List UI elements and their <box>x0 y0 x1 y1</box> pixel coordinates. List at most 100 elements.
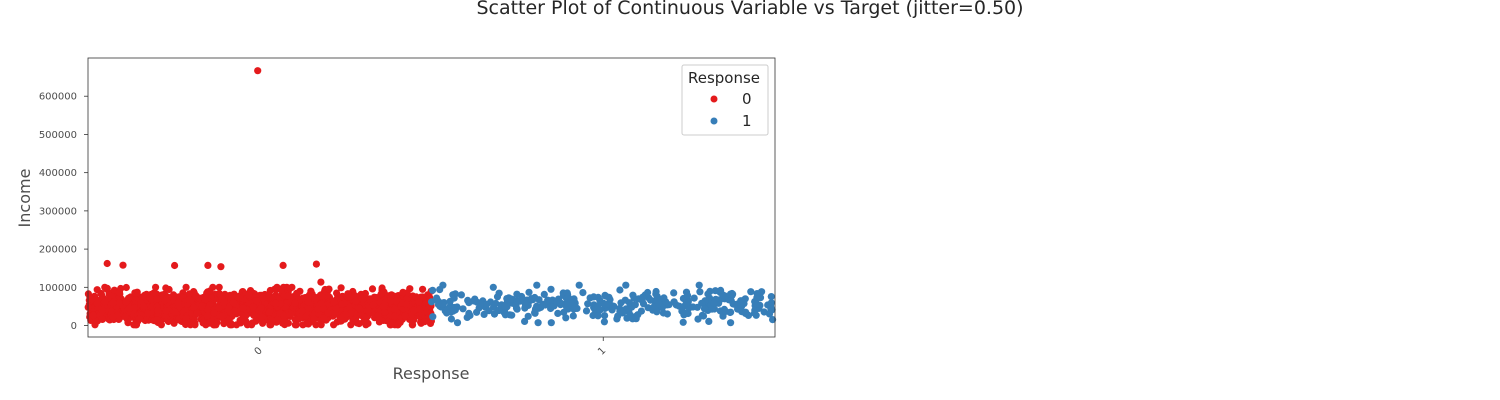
x-axis-label: Response <box>393 364 470 383</box>
series-1-point <box>644 288 652 297</box>
series-0-point <box>416 305 424 313</box>
series-1-point <box>485 307 493 315</box>
series-0-point <box>136 315 144 323</box>
series-0-point <box>122 298 130 306</box>
series-1-point <box>470 297 478 305</box>
series-1-point <box>453 319 462 327</box>
series-0-point <box>359 291 367 299</box>
series-1-point <box>704 290 712 298</box>
series-0-point <box>310 315 318 323</box>
series-1-point <box>711 287 720 295</box>
series-0-point <box>109 313 117 321</box>
series-1-point <box>547 319 555 327</box>
series-0-point <box>253 297 261 305</box>
series-1-point <box>428 298 436 306</box>
series-0-point <box>217 263 225 271</box>
series-0-point <box>162 307 170 315</box>
series-1-point <box>722 307 730 315</box>
series-0-point <box>324 309 332 317</box>
series-1-point <box>753 300 761 308</box>
series-0-point <box>152 283 160 291</box>
series-1-point <box>747 288 755 296</box>
series-0-point <box>238 315 246 323</box>
series-0-point <box>355 304 363 312</box>
series-0-point <box>265 308 273 316</box>
series-0-point <box>311 294 319 303</box>
series-1-point <box>716 307 725 315</box>
series-0-point <box>319 305 327 313</box>
series-0-point <box>144 309 152 317</box>
series-0-point <box>245 291 253 299</box>
series-0-point <box>299 321 307 329</box>
series-0-point <box>215 283 223 291</box>
series-0-point <box>304 298 312 306</box>
series-1-point <box>480 310 488 318</box>
series-1-point <box>492 299 500 308</box>
series-0-point <box>201 296 209 304</box>
series-0-point <box>215 304 223 312</box>
series-0-point <box>258 313 266 321</box>
series-0-point <box>284 292 292 300</box>
series-1-point <box>451 290 459 298</box>
series-0-point <box>391 305 399 313</box>
series-0-point <box>344 290 352 298</box>
series-0-point <box>338 300 346 308</box>
y-tick-label: 400000 <box>39 168 77 179</box>
series-0-point <box>410 306 418 314</box>
legend: Response 0 1 <box>681 64 769 136</box>
y-axis-label: Income <box>15 169 34 228</box>
y-tick-label: 600000 <box>39 92 77 103</box>
series-1-point <box>483 300 491 308</box>
series-0-point <box>182 283 190 291</box>
series-0-point <box>332 304 340 313</box>
series-0-point <box>101 298 109 306</box>
series-0-point <box>419 285 427 293</box>
y-axis: 0 100000 200000 300000 400000 500000 600000 <box>39 92 88 332</box>
series-1-point <box>767 293 775 301</box>
series-1-point <box>512 301 520 309</box>
series-1-point <box>609 302 617 310</box>
series-0-point <box>188 309 196 317</box>
series-0-point <box>292 321 300 329</box>
series-1-point <box>540 290 548 298</box>
series-1-point <box>727 319 735 327</box>
series-0-point <box>130 321 138 329</box>
series-0-point <box>249 303 257 311</box>
series-0-point <box>182 320 190 329</box>
series-1-point <box>752 311 760 319</box>
series-0-point <box>171 261 179 270</box>
series-1-point <box>682 299 690 307</box>
y-tick-label: 200000 <box>39 245 77 256</box>
series-1-point <box>446 297 454 305</box>
series-0-point <box>162 284 170 292</box>
series-0-point <box>369 301 377 309</box>
series-0-point <box>157 321 165 329</box>
series-0-points <box>84 67 435 329</box>
series-1-point <box>693 303 702 311</box>
series-0-point <box>153 295 161 303</box>
series-0-point <box>330 298 338 306</box>
series-0-point <box>220 298 228 306</box>
series-1-point <box>616 286 624 294</box>
series-1-point <box>708 305 716 313</box>
series-1-point <box>765 310 774 318</box>
series-1-point <box>457 291 465 299</box>
x-tick-label: 1 <box>596 345 608 357</box>
series-0-point <box>250 311 258 319</box>
series-1-point <box>447 315 455 323</box>
series-0-point <box>103 259 111 268</box>
series-1-point <box>600 318 609 326</box>
series-1-point <box>525 288 533 296</box>
series-0-point <box>272 299 280 307</box>
plot-frame <box>87 57 776 338</box>
series-1-point <box>631 301 639 309</box>
series-1-point <box>429 313 437 321</box>
series-0-point <box>207 318 215 326</box>
series-1-points <box>428 281 777 327</box>
series-0-point <box>342 310 350 319</box>
series-0-point <box>387 297 395 305</box>
series-0-point <box>121 313 129 321</box>
series-1-point <box>729 290 737 298</box>
series-1-point <box>459 305 467 313</box>
